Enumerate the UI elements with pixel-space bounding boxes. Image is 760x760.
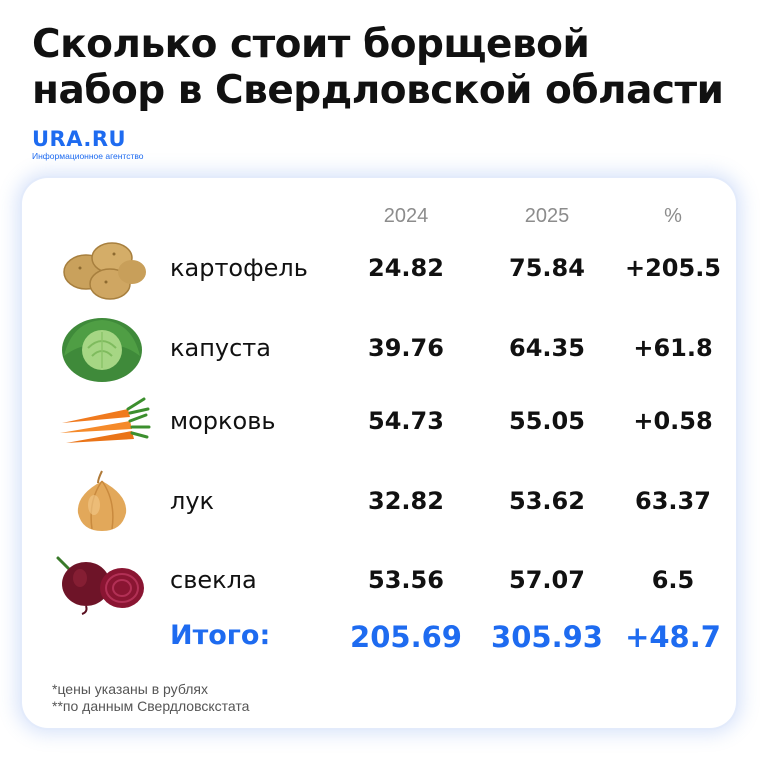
price-2025: 64.35	[509, 334, 585, 362]
table-row: картофель 24.82 75.84 +205.5	[0, 240, 760, 300]
price-change: +61.8	[633, 334, 713, 362]
price-2024: 32.82	[368, 487, 444, 515]
veg-name: лук	[170, 487, 215, 515]
footnote-source: **по данным Свердловскстата	[52, 698, 250, 714]
price-2025: 57.07	[509, 566, 585, 594]
table-row: свекла 53.56 57.07 6.5	[0, 552, 760, 615]
header-2025: 2025	[524, 205, 570, 227]
price-2024: 39.76	[368, 334, 444, 362]
logo-subtitle: Информационное агентство	[32, 151, 144, 161]
carrot-icon	[60, 397, 151, 443]
veg-name: картофель	[170, 254, 308, 282]
table-row: морковь 54.73 55.05 +0.58	[0, 393, 760, 453]
footnote-currency: *цены указаны в рублях	[52, 681, 208, 697]
total-change: +48.7	[625, 620, 721, 654]
title-line-2: набор в Свердловской области	[32, 68, 724, 113]
table-row: капуста 39.76 64.35 +61.8	[0, 318, 760, 382]
onion-icon	[77, 470, 127, 531]
total-2024: 205.69	[350, 620, 462, 654]
page-title: Сколько стоит борщевой набор в Свердловс…	[32, 22, 752, 114]
price-2024: 24.82	[368, 254, 444, 282]
header-percent: %	[664, 205, 682, 227]
total-row: Итого: 205.69 305.93 +48.7	[0, 612, 760, 672]
logo-name: URA.RU	[32, 127, 127, 151]
title-line-1: Сколько стоит борщевой	[32, 22, 590, 67]
total-label: Итого:	[170, 620, 271, 651]
price-2025: 55.05	[509, 407, 585, 435]
veg-name: свекла	[170, 566, 257, 594]
veg-name: капуста	[170, 334, 271, 362]
price-change: +205.5	[624, 254, 722, 282]
price-2025: 53.62	[509, 487, 585, 515]
brand-logo[interactable]: URA.RU Информационное агентство	[32, 128, 144, 161]
price-2024: 53.56	[368, 566, 444, 594]
price-2025: 75.84	[509, 254, 585, 282]
potato-icon	[63, 242, 146, 300]
total-2025: 305.93	[491, 620, 603, 654]
veg-name: морковь	[170, 407, 276, 435]
table-row: лук 32.82 53.62 63.37	[0, 470, 760, 533]
price-2024: 54.73	[368, 407, 444, 435]
beet-icon	[56, 556, 144, 615]
price-change: 63.37	[635, 487, 711, 515]
header-2024: 2024	[383, 205, 429, 227]
price-change: 6.5	[651, 566, 695, 594]
cabbage-icon	[62, 318, 142, 382]
price-change: +0.58	[633, 407, 713, 435]
